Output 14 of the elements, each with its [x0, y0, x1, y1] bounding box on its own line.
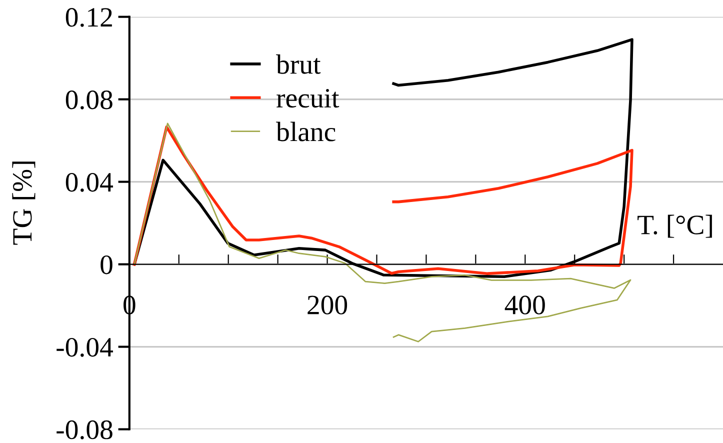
y-tick-label: -0.04 [56, 338, 114, 357]
line-series [134, 122, 632, 342]
legend-label: recuit [276, 88, 340, 108]
x-tick-label: 400 [504, 296, 545, 314]
x-tick-label: 200 [308, 296, 348, 314]
y-tick-label: -0.08 [56, 420, 112, 440]
y-axis-title: TG [%] [12, 162, 36, 245]
legend-label: brut [276, 54, 321, 74]
legend-label: blanc [276, 122, 336, 142]
y-tick-label: 0.08 [66, 90, 112, 110]
y-tick-label: 0 [100, 255, 112, 274]
y-tick-label: 0.04 [66, 172, 114, 192]
x-axis-title: T. [°C] [638, 214, 712, 238]
y-tick-label: 0.12 [66, 8, 112, 27]
